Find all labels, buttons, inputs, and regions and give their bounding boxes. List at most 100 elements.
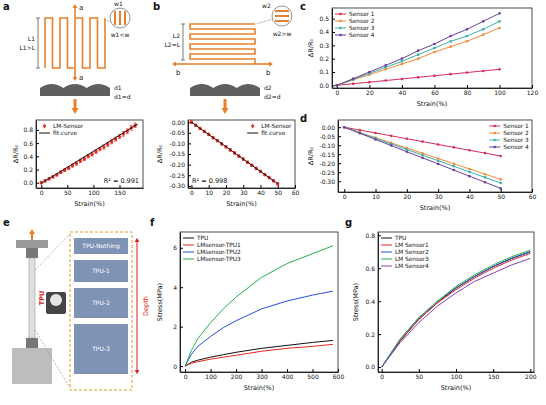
tick-label: -0.20 — [169, 161, 185, 168]
arrow-shaft — [74, 69, 76, 77]
axis-title: Strain(%) — [420, 204, 451, 212]
force-label: b — [266, 69, 271, 77]
point — [466, 71, 469, 74]
point — [359, 129, 362, 132]
point — [468, 149, 471, 152]
tick-group: 60 — [529, 189, 537, 200]
legend-label: LM Sensor2 — [395, 249, 429, 255]
tick-label: 0 — [173, 363, 177, 370]
tick-label: 60 — [292, 189, 300, 196]
tick-group: 6 — [173, 244, 183, 251]
tick-label: 30 — [240, 189, 248, 196]
tick-group: 40 — [399, 85, 407, 96]
point — [482, 20, 485, 23]
crosshead — [16, 240, 48, 248]
tick-label: 0.8 — [365, 232, 375, 239]
tick-label: 0.1 — [319, 68, 329, 75]
point — [352, 82, 355, 85]
arrow-head — [135, 238, 140, 242]
tick-group: 20 — [223, 185, 231, 196]
chart-panel: b01020304050600.00-0.05-0.10-0.15-0.20-0… — [153, 1, 299, 208]
legend-swatch — [339, 20, 342, 23]
legend: TPULMsensor-TPU1LMsensor-TPU2LMsensor-TP… — [183, 235, 241, 262]
tick — [378, 367, 381, 368]
tick-label: 0.8 — [23, 126, 33, 133]
tick — [236, 369, 237, 372]
legend-entry: Sensor 2 — [489, 130, 529, 136]
tick — [211, 369, 212, 372]
point — [359, 131, 362, 134]
pull-arrow — [29, 229, 35, 240]
point — [484, 152, 487, 155]
tick — [376, 189, 377, 192]
point — [352, 78, 355, 81]
tick-label: 50 — [416, 373, 424, 380]
zoom-stripe — [114, 11, 116, 25]
legend-entry: LM Sensor2 — [381, 249, 429, 255]
tick — [188, 133, 191, 134]
series-line — [185, 340, 333, 366]
tick — [332, 72, 335, 73]
label: L2=L — [164, 41, 180, 48]
tick — [338, 181, 341, 182]
tick-group: 2 — [173, 323, 183, 330]
point — [452, 162, 455, 165]
tick-group: 100 — [88, 185, 100, 196]
series-line — [337, 13, 500, 85]
force-label: a — [79, 74, 83, 82]
diagram-a: aaL1L1>Lw1w1<wd1d1=d — [19, 0, 130, 114]
tick-group: 0.2 — [365, 331, 381, 338]
arrow-shaft — [176, 63, 190, 65]
point — [482, 28, 485, 31]
marks — [382, 250, 531, 367]
tick-group: 0 — [40, 185, 44, 196]
tick-group: 30 — [240, 185, 248, 196]
tick-label: 120 — [527, 89, 539, 96]
tick-label: 0.3 — [319, 42, 329, 49]
tick-label: 80 — [464, 89, 472, 96]
point — [417, 76, 420, 79]
point — [368, 81, 371, 84]
legend-entry: Sensor 1 — [489, 123, 529, 129]
tick-group: -0.15 — [169, 150, 191, 157]
point — [452, 146, 455, 149]
arrow-head — [269, 62, 273, 67]
point — [437, 159, 440, 162]
tick-group: 40 — [257, 185, 265, 196]
y-axis: 0.00.10.20.30.40.5 — [319, 9, 335, 89]
force-label: b — [176, 69, 181, 77]
tick-label: -0.20 — [319, 160, 335, 167]
tick-group: 100 — [494, 85, 506, 96]
point — [336, 84, 339, 87]
tick-group: 10 — [205, 185, 213, 196]
point — [433, 47, 436, 50]
point — [433, 51, 436, 54]
axis-title: Stress(MPa) — [352, 283, 360, 321]
legend: LM-Sensorfit curve — [247, 123, 292, 136]
chart-panel: g0501001502000.00.20.40.60.8Strain(%)Str… — [345, 217, 537, 392]
layer — [74, 288, 128, 318]
arrow-head — [221, 108, 228, 114]
point — [401, 78, 404, 81]
legend-label: Sensor 1 — [349, 11, 375, 17]
series-line — [382, 253, 531, 367]
tick-label: 150 — [114, 189, 126, 196]
tick — [402, 85, 403, 88]
tick — [338, 136, 341, 137]
point — [390, 144, 393, 147]
point — [343, 126, 346, 129]
tick-group: 0 — [184, 369, 188, 380]
tick — [469, 189, 470, 192]
tick — [332, 32, 335, 33]
tick-label: -0.10 — [169, 140, 185, 147]
tick-group: 0 — [380, 369, 384, 380]
legend-swatch — [39, 133, 50, 134]
length-bracket — [181, 24, 185, 60]
tick-group: 20 — [366, 85, 374, 96]
tick — [434, 85, 435, 88]
tick-label: 0 — [184, 373, 188, 380]
tick-label: 10 — [205, 189, 213, 196]
legend-entry: LMsensor-TPU3 — [183, 256, 241, 262]
legend-swatch — [339, 34, 342, 37]
label: w2>w — [273, 30, 292, 37]
